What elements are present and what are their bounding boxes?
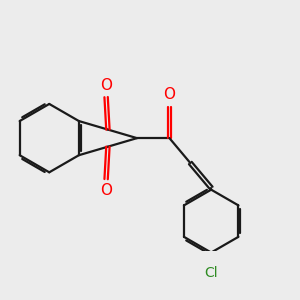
- Text: O: O: [100, 78, 112, 93]
- Text: Cl: Cl: [204, 266, 218, 280]
- Text: O: O: [100, 184, 112, 199]
- Text: O: O: [164, 87, 175, 102]
